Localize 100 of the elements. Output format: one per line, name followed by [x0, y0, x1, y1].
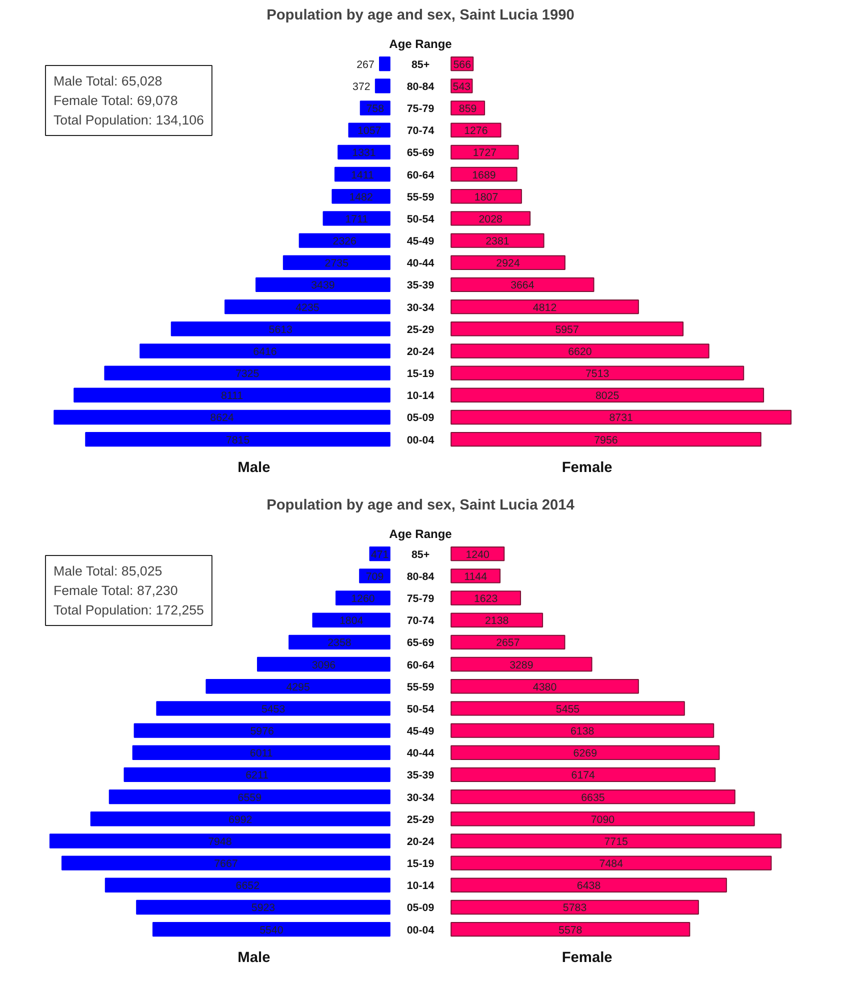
bar: [156, 701, 390, 716]
bar: [450, 233, 544, 248]
y-tick-label: 75-79: [406, 593, 434, 606]
y-tick-label: 10-14: [406, 390, 434, 402]
y-tick-label: 00-04: [406, 924, 434, 936]
bar: [312, 612, 390, 628]
data-label: 3096: [312, 659, 336, 672]
y-tick-label: 65-69: [406, 637, 434, 650]
bar: [450, 612, 544, 628]
annotation: Total Population: 134,106: [54, 112, 204, 128]
bar: [124, 767, 390, 782]
bar: [450, 388, 764, 402]
data-label: 5453: [261, 703, 286, 716]
y-tick-label: 75-79: [406, 103, 434, 116]
data-label: 7090: [590, 814, 615, 826]
y-tick-label: 70-74: [406, 615, 434, 628]
data-label: 1260: [351, 593, 375, 606]
bar: [450, 789, 736, 804]
y-tick-label: 60-64: [406, 169, 434, 182]
data-label: 6269: [573, 748, 598, 760]
y-tick-label: 00-04: [406, 434, 434, 446]
bar: [450, 277, 594, 292]
bar: [322, 211, 390, 226]
y-tick-label: 80-84: [406, 570, 434, 583]
bar: [152, 922, 390, 937]
bar: [379, 56, 390, 72]
bar: [104, 878, 390, 892]
y-tick-label: 30-34: [406, 792, 434, 804]
bar: [374, 78, 390, 94]
bar: [256, 277, 390, 292]
bar: [450, 723, 714, 738]
data-label: 5578: [558, 924, 582, 936]
data-label: 1240: [466, 548, 490, 561]
bar: [450, 144, 519, 160]
x-axis-title: Male: [238, 460, 270, 476]
data-label: 2138: [484, 615, 509, 628]
y-tick-label: 15-19: [406, 858, 434, 870]
y-tick-label: 60-64: [406, 659, 434, 672]
data-label: 2358: [328, 637, 352, 650]
y-axis-title: Age Range: [389, 526, 452, 541]
data-label: 1482: [349, 191, 373, 204]
data-label: 1711: [345, 213, 368, 226]
data-label: 5540: [260, 924, 284, 936]
data-label: 8624: [210, 412, 234, 424]
bar: [298, 233, 390, 248]
y-tick-label: 15-19: [406, 368, 434, 380]
y-tick-label: 25-29: [406, 814, 434, 826]
data-label: 7715: [604, 836, 628, 848]
annotation: Total Population: 172,255: [54, 602, 204, 618]
data-label: 1276: [464, 125, 488, 138]
bar: [450, 834, 782, 848]
data-label: 2028: [478, 213, 502, 226]
data-label: 8025: [595, 390, 620, 402]
data-label: 6416: [253, 346, 277, 358]
data-label: 2326: [332, 236, 357, 248]
bar: [282, 255, 390, 270]
bar: [450, 922, 690, 937]
y-tick-label: 40-44: [406, 748, 434, 760]
data-label: 5783: [562, 902, 587, 914]
data-label: 471: [370, 548, 389, 561]
bar: [90, 812, 390, 826]
text: Population by age and sex, Saint Lucia 2014: [266, 498, 576, 514]
data-label: 859: [458, 103, 477, 116]
annotation: Male Total: 65,028: [54, 74, 162, 88]
y-tick-label: 35-39: [406, 280, 434, 292]
bar: [108, 789, 390, 804]
bar: [206, 679, 390, 694]
bar: [450, 701, 685, 716]
bar: [85, 432, 390, 447]
data-label: 3439: [311, 280, 335, 292]
data-label: 543: [452, 80, 471, 93]
annotation: Female Total: 87,230: [54, 583, 178, 598]
y-tick-label: 45-49: [406, 236, 434, 248]
data-label: 709: [366, 570, 384, 583]
data-label: 4235: [296, 302, 320, 314]
bar: [450, 656, 592, 672]
bar: [132, 745, 390, 760]
data-label: 372: [352, 80, 370, 93]
data-label: 2924: [496, 258, 520, 270]
y-tick-label: 40-44: [406, 258, 434, 270]
bar: [450, 679, 639, 694]
data-label: 2657: [496, 637, 520, 650]
bar: [450, 745, 720, 760]
data-label: 6011: [250, 748, 273, 760]
data-label: 7948: [208, 836, 232, 848]
y-tick-label: 65-69: [406, 147, 434, 160]
bar: [450, 767, 716, 782]
data-label: 6620: [568, 346, 592, 358]
y-tick-label: 05-09: [406, 902, 434, 914]
text: Population by age and sex, Saint Lucia 1990: [266, 8, 574, 24]
data-label: 6652: [236, 880, 260, 892]
bar: [134, 723, 390, 738]
data-label: 7667: [214, 858, 238, 870]
bar: [450, 634, 566, 650]
data-label: 5613: [268, 324, 293, 336]
data-label: 5455: [556, 703, 580, 716]
bar: [136, 900, 390, 915]
y-tick-label: 80-84: [406, 80, 434, 93]
bar: [450, 900, 699, 915]
data-label: 7484: [599, 858, 624, 870]
